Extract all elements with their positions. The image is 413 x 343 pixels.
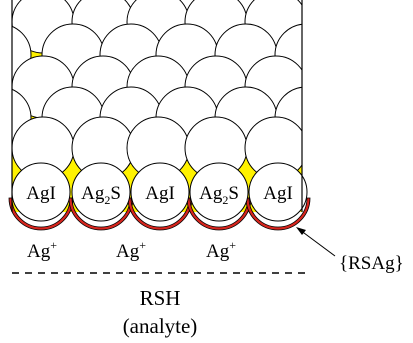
surface-sphere [71,162,131,222]
svg-text:Ag+: Ag+ [27,238,57,262]
sphere-label: AgI [145,183,175,204]
silver-ion: Ag+ [116,238,146,262]
sphere-label: AgI [263,183,293,204]
coating-label: {RSAg} [339,253,404,274]
svg-text:Ag+: Ag+ [206,238,236,262]
analyte-note: (analyte) [123,314,198,338]
surface-sphere [130,162,190,222]
silver-ion: Ag+ [27,238,57,262]
silver-ion: Ag+ [206,238,236,262]
coating-arc [245,197,311,231]
crystal-lattice [12,0,302,212]
surface-sphere [248,162,308,222]
coating-arrow [296,227,336,257]
analyte-name: RSH [140,286,181,310]
sphere-label: Ag2S [81,183,121,207]
sphere-label: Ag2S [199,183,239,207]
svg-text:Ag+: Ag+ [116,238,146,262]
surface-sphere [189,162,249,222]
surface-spheres: AgI Ag2S AgI Ag2S AgI [11,162,308,222]
lattice-spheres [12,0,302,180]
sphere-label: AgI [26,183,56,204]
